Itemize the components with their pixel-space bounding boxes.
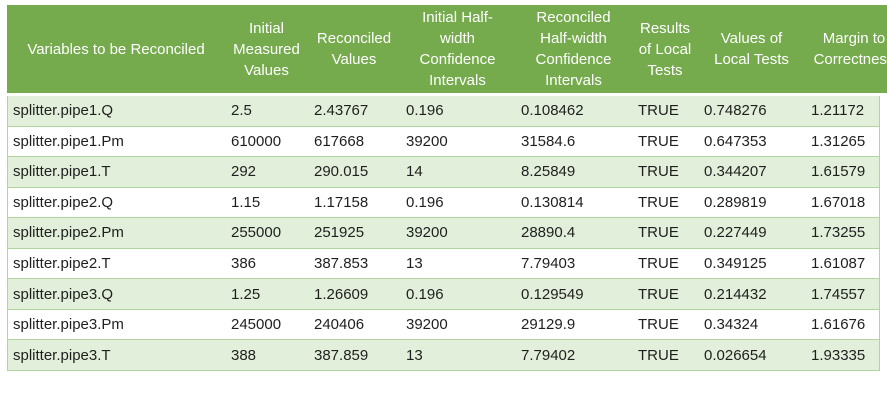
row-label-cell[interactable]: splitter.pipe3.Q — [13, 285, 114, 303]
data-cell[interactable]: 2.43767 — [314, 102, 369, 120]
data-cell[interactable]: TRUE — [638, 224, 679, 242]
data-cell[interactable]: 1.67018 — [811, 193, 866, 211]
table-row: splitter.pipe2.Pm 255000 251925 39200 28890.… — [8, 218, 879, 249]
table-header-row: Variables to be Reconciled Initial Measu… — [7, 5, 887, 93]
data-cell[interactable]: 1.74557 — [811, 285, 866, 303]
data-cell[interactable]: 0.196 — [406, 285, 444, 303]
data-cell[interactable]: 0.130814 — [521, 193, 584, 211]
data-cell[interactable]: 0.289819 — [704, 193, 767, 211]
row-label-cell[interactable]: splitter.pipe2.T — [13, 255, 111, 272]
data-cell[interactable]: 0.349125 — [704, 255, 767, 272]
data-cell[interactable]: TRUE — [638, 132, 679, 150]
data-cell[interactable]: 388 — [231, 346, 257, 364]
data-cell[interactable]: 1.21172 — [811, 102, 865, 120]
data-cell[interactable]: 386 — [231, 255, 257, 272]
table-row: splitter.pipe3.T 388 387.859 13 7.79402 TRUE 0… — [8, 340, 879, 371]
data-cell[interactable]: TRUE — [638, 102, 679, 120]
data-cell[interactable]: TRUE — [638, 163, 679, 181]
data-cell[interactable]: 1.15 — [231, 193, 261, 211]
data-cell[interactable]: 610000 — [231, 132, 282, 150]
col-header-values-of-local-tests[interactable]: Values of Local Tests — [714, 30, 789, 68]
data-cell[interactable]: 1.17158 — [314, 193, 369, 211]
data-cell[interactable]: 1.26609 — [314, 285, 369, 303]
data-cell[interactable]: 0.196 — [406, 193, 444, 211]
row-label-cell[interactable]: splitter.pipe3.T — [13, 346, 111, 364]
row-label-cell[interactable]: splitter.pipe2.Pm — [13, 224, 124, 242]
data-cell[interactable]: 292 — [231, 163, 257, 181]
data-cell[interactable]: 245000 — [231, 316, 282, 334]
table-row: splitter.pipe2.Q 1.15 1.17158 0.196 0.130814… — [8, 187, 879, 219]
data-cell[interactable]: 387.853 — [314, 255, 369, 272]
data-cell[interactable]: 7.79402 — [521, 346, 576, 364]
data-cell[interactable]: 2.5 — [231, 102, 252, 120]
data-cell[interactable]: 13 — [406, 346, 423, 364]
col-header-initial-halfwidth-ci[interactable]: Initial Half-width Confidence Intervals — [419, 9, 496, 89]
data-cell[interactable]: 39200 — [406, 316, 448, 334]
data-cell[interactable]: 1.61087 — [811, 255, 866, 272]
col-header-reconciled-halfwidth-ci[interactable]: Reconciled Half-width Confidence Interva… — [535, 9, 612, 89]
table-row: splitter.pipe2.T 386 387.853 13 7.79403 TRUE 0… — [8, 248, 879, 280]
data-cell[interactable]: 39200 — [406, 224, 448, 242]
data-cell[interactable]: 240406 — [314, 316, 365, 334]
col-header-initial-measured-values[interactable]: Initial Measured Values — [233, 19, 300, 79]
data-cell[interactable]: TRUE — [638, 193, 679, 211]
data-cell[interactable]: 0.344207 — [704, 163, 767, 181]
data-cell[interactable]: 0.129549 — [521, 285, 584, 303]
data-cell[interactable]: 1.25 — [231, 285, 261, 303]
data-cell[interactable]: 617668 — [314, 132, 365, 150]
col-header-margin-to-correctness[interactable]: Margin to Correctness — [813, 30, 887, 68]
data-cell[interactable]: 29129.9 — [521, 316, 576, 334]
row-label-cell[interactable]: splitter.pipe3.Pm — [13, 316, 124, 334]
data-cell[interactable]: 251925 — [314, 224, 365, 242]
data-cell[interactable]: 0.026654 — [704, 346, 767, 364]
table-row: splitter.pipe1.T 292 290.015 14 8.25849 TRUE 0… — [8, 157, 879, 188]
data-cell[interactable]: TRUE — [638, 316, 679, 334]
data-cell[interactable]: TRUE — [638, 285, 679, 303]
row-label-cell[interactable]: splitter.pipe2.Q — [13, 193, 114, 211]
row-label-cell[interactable]: splitter.pipe1.Pm — [13, 132, 124, 150]
data-cell[interactable]: 0.227449 — [704, 224, 767, 242]
reconciliation-results-table: Variables to be Reconciled Initial Measu… — [7, 5, 887, 371]
data-cell[interactable]: 14 — [406, 163, 423, 181]
data-cell[interactable]: 0.108462 — [521, 102, 584, 120]
data-cell[interactable]: 1.61579 — [811, 163, 866, 181]
col-header-reconciled-values[interactable]: Reconciled Values — [316, 30, 392, 68]
data-cell[interactable]: 31584.6 — [521, 132, 576, 150]
data-cell[interactable]: 39200 — [406, 132, 448, 150]
data-cell[interactable]: 8.25849 — [521, 163, 576, 181]
table-row: splitter.pipe1.Q 2.5 2.43767 0.196 0.108462 T… — [8, 96, 879, 127]
table-row: splitter.pipe3.Pm 245000 240406 39200 29129.… — [8, 309, 879, 341]
data-cell[interactable]: 0.214432 — [704, 285, 767, 303]
row-label-cell[interactable]: splitter.pipe1.T — [13, 163, 111, 181]
data-cell[interactable]: 0.647353 — [704, 132, 767, 150]
data-cell[interactable]: 0.748276 — [704, 102, 767, 120]
col-header-variables[interactable]: Variables to be Reconciled — [27, 40, 205, 58]
data-cell[interactable]: TRUE — [638, 346, 679, 364]
data-cell[interactable]: 1.31265 — [811, 132, 866, 150]
table-body: splitter.pipe1.Q 2.5 2.43767 0.196 0.108462 T… — [7, 96, 880, 371]
data-cell[interactable]: TRUE — [638, 255, 679, 272]
data-cell[interactable]: 290.015 — [314, 163, 369, 181]
data-cell[interactable]: 7.79403 — [521, 255, 576, 272]
col-header-results-of-local-tests[interactable]: Results of Local Tests — [638, 19, 692, 79]
data-cell[interactable]: 1.73255 — [811, 224, 866, 242]
data-cell[interactable]: 255000 — [231, 224, 282, 242]
data-cell[interactable]: 0.196 — [406, 102, 444, 120]
row-label-cell[interactable]: splitter.pipe1.Q — [13, 102, 114, 120]
data-cell[interactable]: 28890.4 — [521, 224, 576, 242]
data-cell[interactable]: 387.859 — [314, 346, 369, 364]
table-row: splitter.pipe3.Q 1.25 1.26609 0.196 0.129549… — [8, 279, 879, 310]
data-cell[interactable]: 1.93335 — [811, 346, 866, 364]
table-row: splitter.pipe1.Pm 610000 617668 39200 31584.… — [8, 126, 879, 158]
data-cell[interactable]: 13 — [406, 255, 423, 272]
data-cell[interactable]: 0.34324 — [704, 316, 759, 334]
data-cell[interactable]: 1.61676 — [811, 316, 866, 334]
